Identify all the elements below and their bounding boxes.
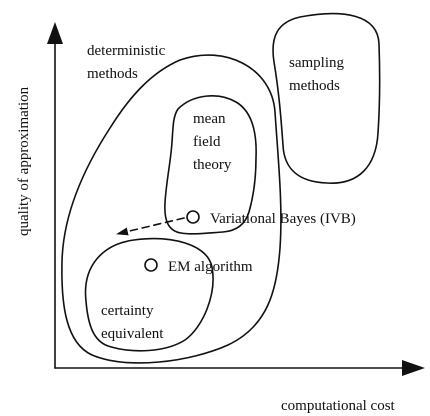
deterministic-label-line2: methods: [87, 66, 138, 82]
mean-field-label-line3: theory: [193, 157, 232, 173]
x-axis-label: computational cost: [281, 398, 396, 414]
sampling-label-line2: methods: [289, 78, 340, 94]
certainty-label-line1: certainty: [101, 303, 154, 319]
certainty-equivalent-region: [84, 237, 214, 352]
sampling-label-line1: sampling: [289, 55, 344, 71]
mean-field-label-line1: mean: [193, 111, 226, 127]
ivb-label: Variational Bayes (IVB): [210, 211, 356, 227]
x-axis-arrowhead: [402, 360, 425, 376]
certainty-label-line2: equivalent: [101, 326, 164, 342]
em-label: EM algorithm: [168, 259, 253, 275]
y-axis-arrowhead: [47, 22, 63, 44]
mean-field-theory-region: [164, 95, 257, 235]
ivb-point: [186, 210, 200, 224]
sampling-methods-region: [272, 12, 381, 184]
deterministic-label-line1: deterministic: [87, 43, 166, 59]
deterministic-methods-region: [61, 54, 282, 364]
y-axis-label: quality of approximation: [16, 86, 32, 236]
mean-field-label-line2: field: [193, 134, 221, 150]
ivb-to-em-arrow: [116, 217, 185, 236]
em-point: [144, 258, 158, 272]
